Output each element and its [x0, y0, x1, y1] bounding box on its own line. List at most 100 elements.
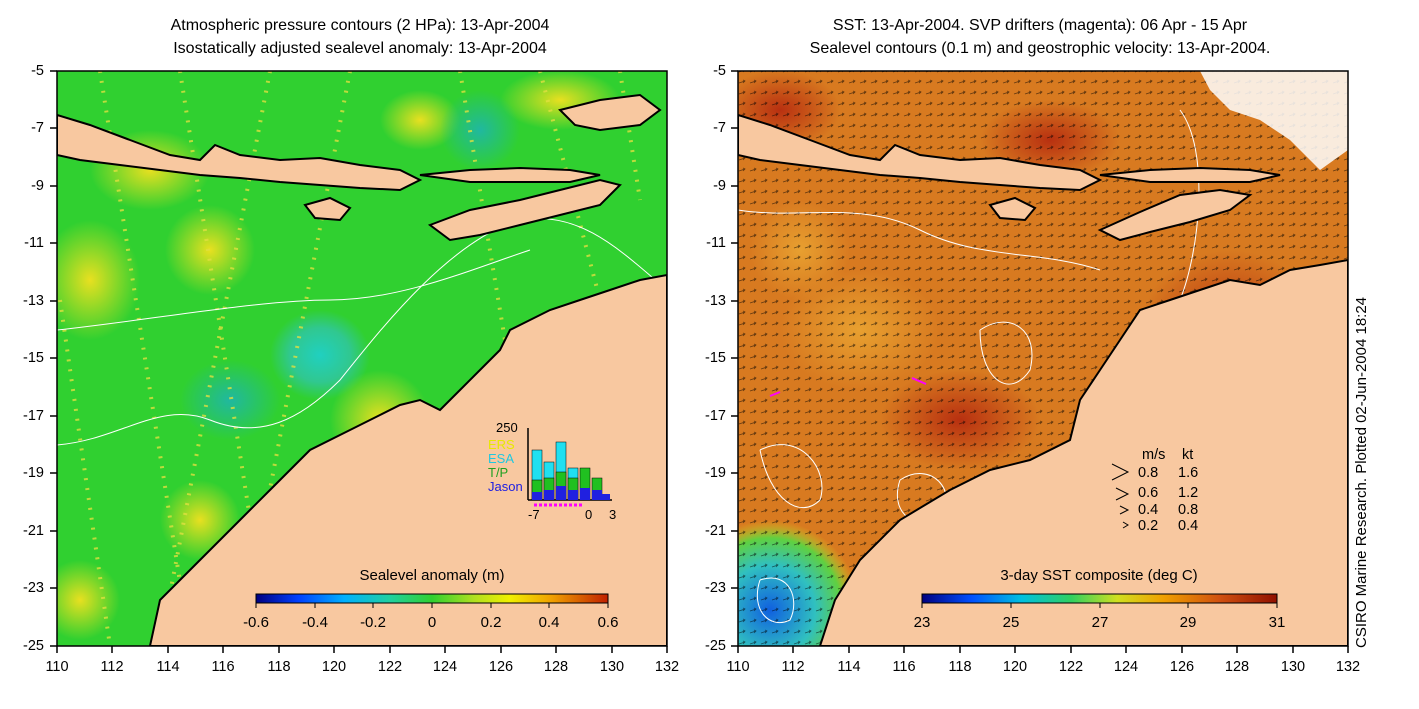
right-xtick: 116: [892, 659, 916, 675]
left-ytick: -9: [31, 178, 44, 194]
left-xtick: 114: [156, 659, 180, 675]
sst-colorbar-label: 27: [1091, 614, 1109, 631]
velocity-legend-kt: 0.4: [1178, 518, 1199, 534]
velocity-legend-kt: 0.8: [1178, 502, 1199, 518]
sla-colorbar: [255, 593, 609, 604]
sla-colorbar-label: -0.2: [360, 614, 386, 631]
histogram-legend-tp: T/P: [488, 465, 509, 480]
velocity-legend-ms: 0.4: [1138, 502, 1159, 518]
histogram-xlabel: 0: [585, 507, 593, 522]
right-ytick: -25: [705, 638, 726, 654]
left-xtick: 112: [100, 659, 124, 675]
right-ytick: -13: [705, 293, 726, 309]
left-ytick: -5: [31, 63, 44, 79]
velocity-legend-arrows: [1111, 463, 1130, 529]
land-sumba: [303, 196, 352, 222]
sla-colorbar-label: -0.4: [302, 614, 328, 631]
left-ytick: -15: [23, 350, 44, 366]
left-ytick: -13: [23, 293, 44, 309]
land-flores-right: [1099, 166, 1281, 183]
right-ytick: -21: [705, 523, 726, 539]
sla-colorbar-label: 0.4: [538, 614, 560, 631]
sla-high-blob: [380, 90, 460, 150]
left-axis-ticks: [50, 70, 668, 653]
left-xtick: 126: [488, 659, 514, 675]
sst-colorbar-label: 29: [1179, 614, 1197, 631]
right-ytick: -9: [713, 178, 726, 194]
sst-colorbar-label: 23: [913, 614, 931, 631]
land-island-north: [558, 93, 662, 132]
velocity-legend-ms: 0.2: [1138, 518, 1159, 534]
land-australia-right: [818, 258, 1348, 646]
left-title-line2: Isostatically adjusted sealevel anomaly:…: [173, 40, 547, 57]
land-timor-right: [1097, 188, 1253, 242]
sst-colorbar-label: 25: [1002, 614, 1020, 631]
histogram-xlabel: -7: [528, 507, 540, 522]
left-ytick: -11: [24, 235, 44, 251]
cloud-mask: [1200, 71, 1348, 170]
right-xtick: 118: [948, 659, 972, 675]
sla-colorbar-title: Sealevel anomaly (m): [359, 567, 505, 584]
left-xtick: 116: [211, 659, 235, 675]
sla-low-blob: [180, 360, 280, 440]
left-xtick: 132: [654, 659, 680, 675]
right-xtick: 112: [781, 659, 805, 675]
sla-colorbar-label: 0: [427, 614, 437, 631]
sla-colorbar-label: 0.6: [597, 614, 619, 631]
left-ytick: -25: [23, 638, 44, 654]
velocity-legend-kt: 1.2: [1178, 485, 1199, 501]
right-xtick: 132: [1335, 659, 1361, 675]
histogram-xlabel: 3: [609, 507, 617, 522]
right-title-line2: Sealevel contours (0.1 m) and geostrophi…: [809, 40, 1271, 57]
right-ytick: -15: [705, 350, 726, 366]
sst-colorbar-title: 3-day SST composite (deg C): [1000, 567, 1198, 584]
right-ytick: -5: [713, 63, 726, 79]
left-xtick: 130: [599, 659, 625, 675]
left-title-line1: Atmospheric pressure contours (2 HPa): 1…: [170, 17, 550, 34]
sla-low-blob: [270, 310, 370, 400]
velocity-legend-header-ms: m/s: [1142, 447, 1166, 463]
right-xtick: 110: [726, 659, 750, 675]
left-xtick: 118: [267, 659, 291, 675]
land-sumba-right: [988, 196, 1037, 222]
right-xtick: 128: [1224, 659, 1250, 675]
land-timor: [427, 178, 622, 242]
land-flores: [419, 166, 601, 183]
histogram-bars: [531, 441, 610, 501]
sla-colorbar-label: -0.6: [243, 614, 269, 631]
right-xtick: 122: [1058, 659, 1084, 675]
right-ytick: -11: [706, 235, 726, 251]
velocity-legend-kt: 1.6: [1178, 465, 1199, 481]
right-axis-ticks: [731, 70, 1349, 653]
inset-histogram: [527, 428, 612, 507]
left-xtick: 124: [432, 659, 458, 675]
left-ytick: -21: [23, 523, 44, 539]
left-xtick: 110: [45, 659, 69, 675]
right-ytick: -23: [705, 580, 726, 596]
left-ytick: -17: [23, 408, 44, 424]
right-xtick: 130: [1280, 659, 1306, 675]
left-xtick: 128: [543, 659, 569, 675]
left-xtick: 120: [321, 659, 347, 675]
left-ytick: -19: [23, 465, 44, 481]
right-xtick: 126: [1169, 659, 1195, 675]
histogram-ymax-label: 250: [496, 420, 518, 435]
sla-low-blob: [440, 90, 520, 170]
right-ytick: -7: [713, 120, 726, 136]
right-xtick: 124: [1113, 659, 1139, 675]
drifter-track: [911, 377, 927, 385]
left-ytick: -7: [31, 120, 44, 136]
land-java-nusa-right: [738, 113, 1103, 192]
sst-colorbar: [921, 593, 1278, 604]
altimeter-tracks: [58, 71, 642, 646]
right-ytick: -19: [705, 465, 726, 481]
right-xtick: 114: [837, 659, 861, 675]
right-ytick: -17: [705, 408, 726, 424]
sla-high-blob: [57, 220, 140, 340]
right-xtick: 120: [1002, 659, 1028, 675]
histogram-legend-esa: ESA: [488, 451, 515, 466]
land-australia: [148, 273, 667, 646]
left-xtick: 122: [377, 659, 403, 675]
sla-high-blob: [57, 560, 120, 640]
